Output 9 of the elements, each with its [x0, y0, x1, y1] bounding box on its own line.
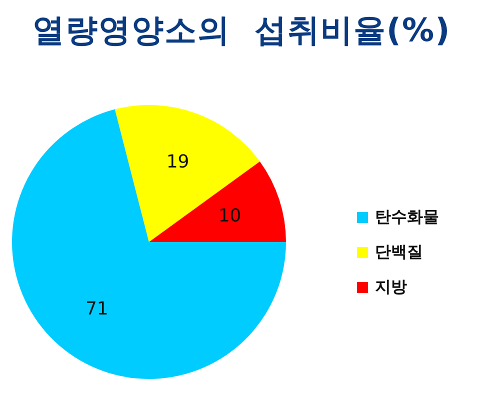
data-label: 19 — [166, 152, 190, 173]
chart-title: 열량영양소의 섭취비율(%) — [32, 10, 451, 51]
data-label: 71 — [85, 298, 108, 320]
legend-label: 탄수화물 — [375, 207, 439, 228]
legend-label: 단백질 — [375, 242, 423, 263]
legend-label: 지방 — [375, 277, 407, 298]
pie-slice — [12, 109, 286, 379]
pie-slice — [114, 105, 260, 242]
data-label: 10 — [218, 205, 242, 226]
